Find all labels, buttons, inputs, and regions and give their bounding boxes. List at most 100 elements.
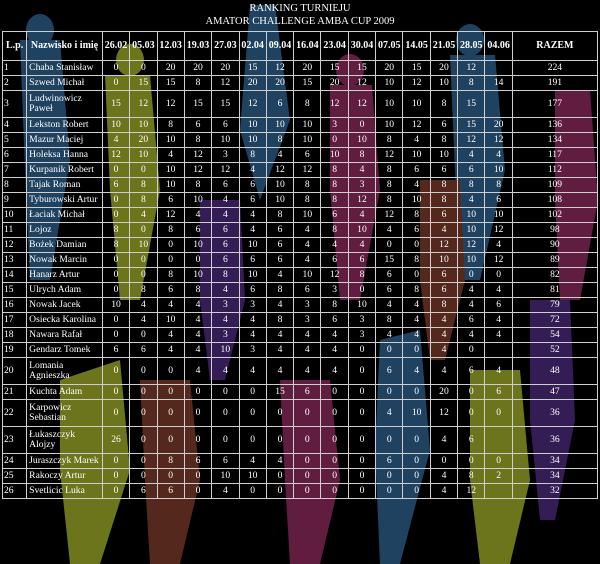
table-row: 13 Nowak Marcin 0 0 0 0 6 6 6 4 6 6 15 8 10 10 12 89 xyxy=(1,252,599,268)
total-cell: 81 xyxy=(511,282,599,298)
score-cell: 4 xyxy=(156,147,185,163)
score-cell: 0 xyxy=(457,342,486,358)
score-cell: 4 xyxy=(457,297,486,313)
rank-cell: 18 xyxy=(1,327,28,343)
rank-cell: 9 xyxy=(1,192,28,208)
total-cell: 108 xyxy=(511,192,599,208)
score-cell: 4 xyxy=(457,282,486,298)
score-cell: 0 xyxy=(320,399,349,427)
score-cell: 15 xyxy=(183,90,213,118)
score-cell: 10 xyxy=(375,90,404,118)
score-cell: 4 xyxy=(238,357,267,385)
score-cell: 6 xyxy=(156,192,185,208)
score-cell: 14 xyxy=(484,75,513,91)
score-cell: 6 xyxy=(265,90,295,118)
total-cell: 79 xyxy=(511,297,599,313)
score-cell: 4 xyxy=(429,426,459,454)
total-cell: 112 xyxy=(511,162,599,178)
score-cell: 20 xyxy=(293,60,322,76)
score-cell: 3 xyxy=(347,327,377,343)
score-cell: 4 xyxy=(429,468,459,484)
rank-cell: 1 xyxy=(1,60,28,76)
score-cell: 0 xyxy=(101,252,131,268)
score-cell: 15 xyxy=(293,75,322,91)
score-cell: 12 xyxy=(375,147,404,163)
score-cell: 4 xyxy=(375,297,404,313)
total-cell: 34 xyxy=(511,468,599,484)
score-cell: 0 xyxy=(320,468,349,484)
score-cell: 6 xyxy=(457,357,486,385)
table-row: 25 Rakoczy Artur 0 0 0 0 10 10 0 0 0 0 0 0 4 8 2 34 xyxy=(1,468,599,484)
score-cell: 6 xyxy=(457,426,486,454)
table-row: 12 Bożek Damian 8 10 0 10 6 10 6 4 4 4 0 0 12 12 4 90 xyxy=(1,237,599,253)
score-cell: 12 xyxy=(265,162,295,178)
score-cell: 0 xyxy=(183,426,213,454)
score-cell: 15 xyxy=(238,60,267,76)
score-cell: 6 xyxy=(238,252,267,268)
score-cell: 6 xyxy=(183,117,213,133)
score-cell: 0 xyxy=(183,483,213,499)
score-cell: 0 xyxy=(484,399,513,427)
score-cell: 10 xyxy=(238,267,267,283)
table-row: 14 Hanarz Artur 0 0 8 10 8 10 4 10 12 8 6 0 6 0 0 82 xyxy=(1,267,599,283)
score-cell: 12 xyxy=(402,75,431,91)
score-cell: 8 xyxy=(402,282,431,298)
column-header: 04.06 xyxy=(484,31,513,61)
score-cell: 0 xyxy=(129,399,158,427)
total-cell: 32 xyxy=(511,483,599,499)
score-cell: 0 xyxy=(129,357,158,385)
score-cell: 26 xyxy=(101,426,131,454)
column-header: 19.03 xyxy=(183,31,213,61)
score-cell: 0 xyxy=(156,399,185,427)
score-cell: 6 xyxy=(375,267,404,283)
score-cell: 0 xyxy=(429,453,459,469)
score-cell: 0 xyxy=(101,327,131,343)
score-cell: 6 xyxy=(457,312,486,328)
score-cell: 0 xyxy=(211,399,240,427)
score-cell: 20 xyxy=(183,60,213,76)
score-cell: 4 xyxy=(429,312,459,328)
score-cell: 0 xyxy=(347,384,377,400)
total-cell: 52 xyxy=(511,342,599,358)
score-cell: 0 xyxy=(265,426,295,454)
score-cell: 0 xyxy=(293,399,322,427)
score-cell: 12 xyxy=(183,162,213,178)
score-cell: 6 xyxy=(183,222,213,238)
score-cell: 0 xyxy=(347,117,377,133)
score-cell: 6 xyxy=(484,384,513,400)
total-cell: 34 xyxy=(511,453,599,469)
page-header: RANKING TURNIEJU AMATOR CHALLENGE AMBA C… xyxy=(0,2,600,28)
score-cell: 4 xyxy=(402,357,431,385)
total-cell: 54 xyxy=(511,327,599,343)
score-cell: 8 xyxy=(129,282,158,298)
score-cell: 10 xyxy=(293,117,322,133)
score-cell: 10 xyxy=(211,132,240,148)
score-cell: 12 xyxy=(375,207,404,223)
score-cell: 0 xyxy=(457,267,486,283)
score-cell: 0 xyxy=(183,384,213,400)
score-cell: 0 xyxy=(101,483,131,499)
table-row: 15 Ulrych Adam 0 8 6 8 4 6 8 6 3 0 6 8 6 4 4 81 xyxy=(1,282,599,298)
score-cell: 8 xyxy=(238,147,267,163)
score-cell: 0 xyxy=(183,399,213,427)
score-cell: 4 xyxy=(484,237,513,253)
score-cell: 3 xyxy=(293,312,322,328)
score-cell: 3 xyxy=(320,117,349,133)
score-cell: 4 xyxy=(211,192,240,208)
table-row: 3 Ludwinowicz Paweł 15 12 12 15 15 12 6 8 12 12 10 10… xyxy=(1,90,599,118)
score-cell: 10 xyxy=(402,399,431,427)
rank-cell: 2 xyxy=(1,75,28,91)
score-cell: 8 xyxy=(375,177,404,193)
table-body: 1 Chaba Stanisław 0 0 20 20 20 15 12 20 15 15 20 15 20… xyxy=(1,60,599,499)
score-cell: 10 xyxy=(183,192,213,208)
score-cell: 8 xyxy=(347,267,377,283)
player-name-cell: Gendarz Tomek xyxy=(26,342,103,358)
table-row: 19 Gendarz Tomek 6 6 4 4 10 3 4 4 4 0 0 0 4 0 52 xyxy=(1,342,599,358)
score-cell: 4 xyxy=(293,222,322,238)
column-header: 16.04 xyxy=(293,31,322,61)
score-cell: 12 xyxy=(265,60,295,76)
score-cell: 4 xyxy=(320,327,349,343)
score-cell: 10 xyxy=(429,252,459,268)
score-cell: 4 xyxy=(101,132,131,148)
score-cell: 6 xyxy=(320,312,349,328)
